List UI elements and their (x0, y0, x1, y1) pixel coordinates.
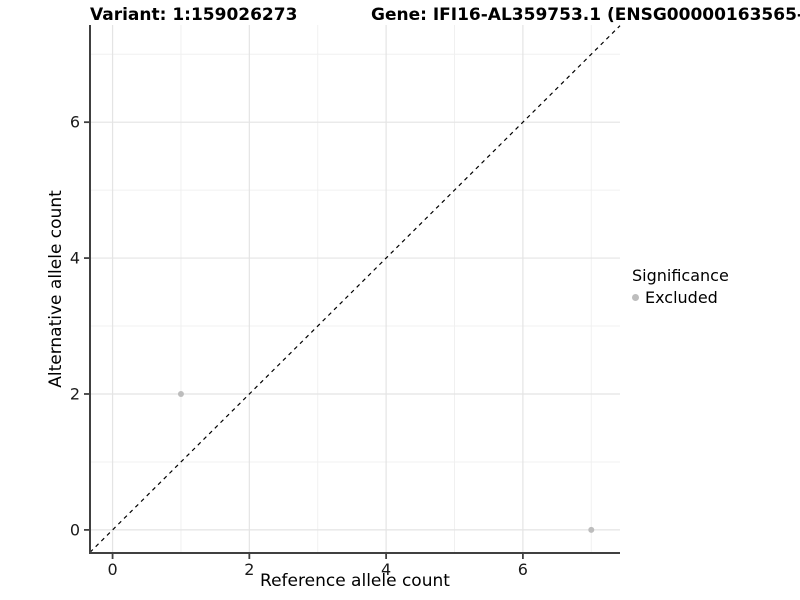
legend-item-label: Excluded (645, 288, 718, 307)
y-tick-label: 2 (70, 384, 80, 403)
excluded-point-swatch (632, 294, 639, 301)
x-tick-label: 2 (244, 560, 254, 579)
x-tick-label: 4 (381, 560, 391, 579)
data-point-excluded (177, 390, 184, 397)
data-point-excluded (588, 526, 595, 533)
y-tick-label: 0 (70, 520, 80, 539)
x-axis-title: Reference allele count (260, 571, 450, 591)
variant-title: Variant: 1:159026273 (90, 5, 298, 25)
legend: Significance Excluded (632, 266, 729, 307)
legend-title: Significance (632, 266, 729, 285)
identity-dashed-line (89, 25, 621, 553)
y-tick-label: 4 (70, 249, 80, 268)
x-tick-label: 0 (107, 560, 117, 579)
y-axis-title: Alternative allele count (46, 190, 66, 388)
gene-title: Gene: IFI16-AL359753.1 (ENSG00000163565-… (371, 5, 800, 25)
y-tick-label: 6 (70, 113, 80, 132)
x-tick-label: 6 (518, 560, 528, 579)
legend-item-excluded: Excluded (632, 288, 729, 307)
